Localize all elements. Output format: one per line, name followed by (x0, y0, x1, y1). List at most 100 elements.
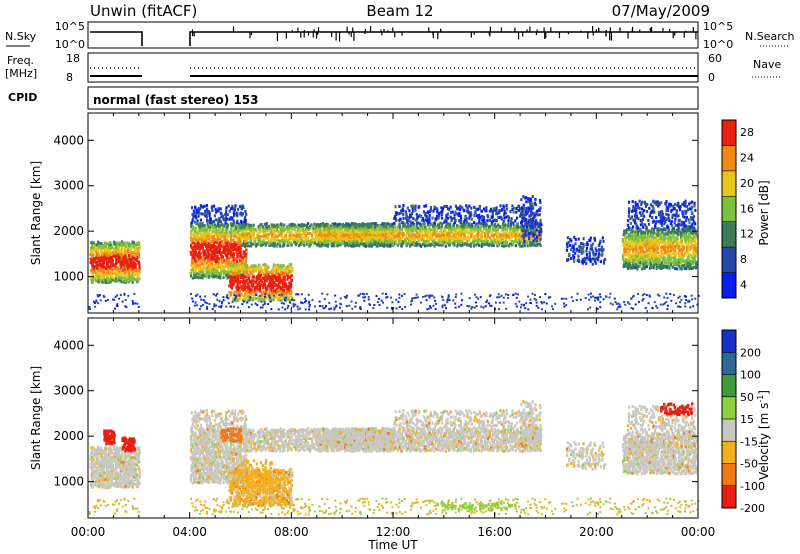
power-cell (93, 277, 96, 281)
power-cell (210, 233, 213, 237)
power-cell (440, 216, 444, 220)
power-cell (645, 259, 648, 263)
power-cell (213, 266, 216, 270)
power-cell (473, 229, 476, 233)
power-cell (315, 225, 318, 229)
power-cell (394, 211, 397, 215)
power-cell (480, 234, 483, 238)
power-cell (129, 251, 132, 255)
power-cell (234, 232, 238, 236)
power-cell (255, 236, 259, 240)
power-cell (510, 234, 513, 238)
power-cell (420, 215, 423, 219)
power-cell (201, 276, 204, 280)
power-cell (233, 207, 236, 211)
power-cell (453, 221, 456, 225)
power-cell (277, 269, 280, 273)
power-cell (226, 273, 230, 277)
power-cell (325, 226, 329, 230)
power-cell (104, 273, 107, 277)
power-cell (102, 268, 105, 272)
power-cell (660, 240, 663, 244)
power-cell (409, 226, 412, 230)
power-cell (649, 238, 652, 242)
power-cell (278, 232, 281, 236)
power-cell (206, 224, 210, 228)
power-cell (413, 242, 416, 246)
power-cell (216, 256, 219, 260)
power-cell (426, 243, 429, 247)
power-cell (248, 244, 251, 248)
power-cell (368, 230, 371, 234)
power-cell (343, 240, 347, 244)
power-cell (507, 235, 511, 239)
power-cell (193, 235, 196, 239)
power-cell (516, 236, 519, 240)
power-cell (359, 229, 363, 233)
power-cell (195, 275, 199, 279)
power-cell (470, 233, 473, 237)
power-cell (193, 242, 196, 246)
power-cell (470, 217, 474, 221)
power-cell (395, 211, 399, 215)
power-cell (235, 236, 238, 240)
power-cell (393, 224, 396, 228)
power-cell (199, 228, 202, 232)
power-cell (462, 227, 465, 231)
power-cell (275, 287, 279, 291)
power-cell (646, 241, 649, 245)
power-cell (265, 279, 268, 283)
power-cell (212, 219, 216, 223)
power-cell (244, 292, 247, 296)
power-cell (249, 226, 252, 230)
power-cell (250, 230, 253, 234)
power-cell (244, 258, 247, 262)
power-cell (200, 246, 203, 250)
power-cell (276, 289, 279, 293)
power-cell (192, 216, 195, 220)
power-cell (280, 290, 283, 294)
power-cell (415, 240, 418, 244)
power-cell (663, 248, 667, 252)
power-cell (348, 234, 351, 238)
power-cell (193, 257, 197, 261)
power-cell (363, 244, 366, 248)
power-cell (393, 228, 397, 232)
power-cell (228, 275, 231, 279)
power-cell (646, 245, 649, 249)
power-cell (98, 280, 101, 284)
power-cell (632, 260, 636, 264)
power-cell (98, 254, 101, 258)
power-cell (271, 231, 274, 235)
power-cell (456, 244, 459, 248)
power-cell (274, 296, 277, 300)
power-cell (477, 233, 480, 237)
power-cell (625, 250, 628, 254)
power-cell (213, 240, 216, 244)
power-cell (448, 240, 451, 244)
power-cell (649, 244, 653, 248)
power-cell (238, 271, 242, 275)
power-cell (385, 235, 388, 239)
power-cell (641, 257, 645, 261)
power-cell (269, 238, 272, 242)
power-cell (192, 209, 196, 213)
power-cell (283, 239, 287, 243)
power-cell (281, 225, 285, 229)
power-cell (643, 231, 646, 235)
power-cell (105, 281, 108, 285)
power-cell (133, 256, 136, 260)
power-cell (448, 234, 451, 238)
power-cell (506, 214, 510, 218)
power-cell (494, 229, 497, 233)
power-cell (223, 237, 226, 241)
power-cell (308, 239, 311, 243)
power-cell (517, 225, 520, 229)
power-cell (105, 260, 108, 264)
power-cell (415, 212, 418, 216)
power-cell (624, 245, 628, 249)
power-cell (131, 271, 134, 275)
power-cell (248, 288, 251, 292)
power-cell (221, 255, 225, 259)
power-cell (201, 266, 204, 270)
